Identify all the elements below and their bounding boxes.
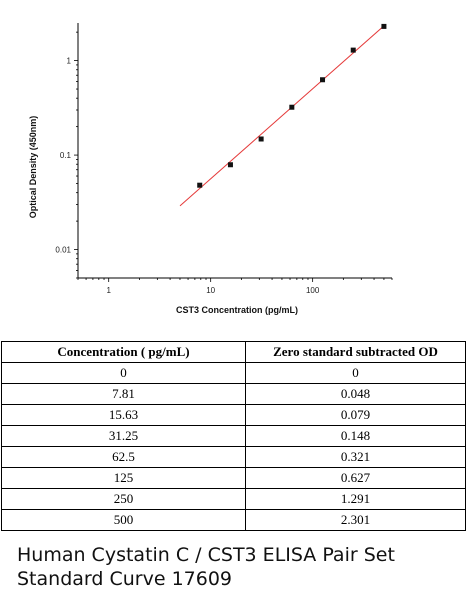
table-row: 62.5 0.321 <box>1 446 466 468</box>
figure-caption: Human Cystatin C / CST3 ELISA Pair Set S… <box>17 543 395 591</box>
od-cell: 0.048 <box>245 383 466 405</box>
table-row: 125 0.627 <box>1 467 466 489</box>
ticks: 1 10 100 0.01 0.1 1 <box>55 31 393 295</box>
y-tick-label: 0.01 <box>55 246 71 255</box>
standard-curve-chart: 1 10 100 0.01 0.1 1 CST3 Concentration (pg/mL… <box>28 23 393 315</box>
table-row: 31.25 0.148 <box>1 425 466 447</box>
data-points <box>197 23 387 188</box>
od-cell: 0.079 <box>245 404 466 426</box>
header-concentration: Concentration ( pg/mL) <box>1 341 246 363</box>
concentration-cell: 250 <box>1 488 246 510</box>
axes <box>77 23 392 279</box>
data-point <box>350 47 356 53</box>
caption-line-2: Standard Curve 17609 <box>17 568 233 590</box>
od-cell: 0.321 <box>245 446 466 468</box>
concentration-cell: 7.81 <box>1 383 246 405</box>
concentration-cell: 31.25 <box>1 425 246 447</box>
concentration-cell: 500 <box>1 509 246 531</box>
concentration-cell: 0 <box>1 362 246 384</box>
od-cell: 0.627 <box>245 467 466 489</box>
data-point <box>381 23 387 29</box>
table-row: 7.81 0.048 <box>1 383 466 405</box>
table-header-row: Concentration ( pg/mL) Zero standard sub… <box>1 341 466 363</box>
concentration-cell: 62.5 <box>1 446 246 468</box>
fit-line-layer <box>179 25 385 207</box>
y-tick-label: 0.1 <box>60 151 72 160</box>
x-tick-label: 1 <box>106 286 111 295</box>
data-point <box>197 182 203 188</box>
table-row: 15.63 0.079 <box>1 404 466 426</box>
data-point <box>289 104 295 110</box>
od-cell: 2.301 <box>245 509 466 531</box>
data-point <box>320 77 326 83</box>
y-axis-label: Optical Density (450nm) <box>28 116 38 219</box>
od-cell: 0 <box>245 362 466 384</box>
data-point <box>227 162 233 168</box>
fit-line <box>179 25 385 207</box>
x-axis-label: CST3 Concentration (pg/mL) <box>176 305 298 315</box>
standard-curve-table: Concentration ( pg/mL) Zero standard sub… <box>1 341 466 531</box>
od-cell: 1.291 <box>245 488 466 510</box>
x-tick-label: 10 <box>206 286 215 295</box>
od-cell: 0.148 <box>245 425 466 447</box>
table-row: 250 1.291 <box>1 488 466 510</box>
x-tick-label: 100 <box>306 286 320 295</box>
concentration-cell: 15.63 <box>1 404 246 426</box>
header-od: Zero standard subtracted OD <box>245 341 466 363</box>
caption-line-1: Human Cystatin C / CST3 ELISA Pair Set <box>17 544 395 566</box>
y-tick-label: 1 <box>67 57 72 66</box>
data-point <box>258 136 264 142</box>
concentration-cell: 125 <box>1 467 246 489</box>
table-row: 500 2.301 <box>1 509 466 531</box>
